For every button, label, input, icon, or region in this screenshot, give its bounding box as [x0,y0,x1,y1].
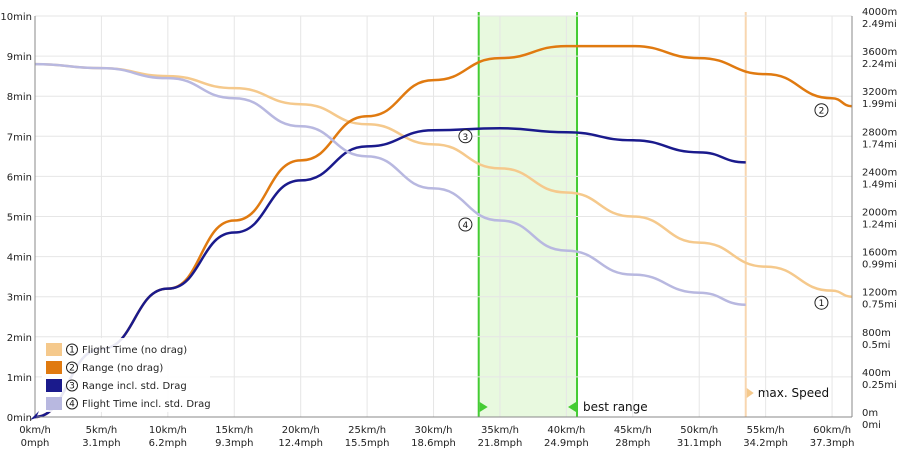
y-tick-right-m: 1600m [862,248,897,259]
y-tick-right-m: 400m [862,368,891,379]
legend-swatch-2 [46,361,62,374]
y-tick-right-m: 4000m [862,7,897,18]
x-tick-mph: 15.5mph [345,438,390,449]
series-marker-number-2: 2 [819,107,825,117]
y-tick-right-m: 800m [862,328,891,339]
legend-swatch-3 [46,379,62,392]
x-tick-mph: 18.6mph [411,438,456,449]
x-tick-kmh: 35km/h [481,425,519,436]
y-tick-right-m: 1200m [862,288,897,299]
x-tick-kmh: 60km/h [813,425,851,436]
x-tick-kmh: 0km/h [19,425,51,436]
legend-marker-2 [66,361,78,374]
y-tick-right-mi: 1.24mi [862,220,897,231]
series-line-3 [34,127,746,419]
series-marker-4 [458,217,473,232]
y-tick-right-mi: 1.49mi [862,179,897,190]
y-tick-right-mi: 0.5mi [862,340,890,351]
x-tick-mph: 6.2mph [149,438,187,449]
x-tick-kmh: 45km/h [614,425,652,436]
x-tick-mph: 21.8mph [478,438,523,449]
x-tick-kmh: 5km/h [86,425,118,436]
x-tick-mph: 24.9mph [544,438,589,449]
legend-marker-number-3: 3 [69,382,75,392]
y-tick-right-m: 3200m [862,87,897,98]
series-marker-3 [458,129,473,144]
y-tick-right-mi: 0mi [862,420,881,431]
series-marker-number-1: 1 [819,299,825,309]
legend-marker-4 [66,397,78,410]
y-tick-left: 9min [7,52,32,63]
y-tick-left: 10min [0,12,32,23]
max-speed-arrow [746,388,754,398]
best-range-label: best range [583,400,648,414]
legend-swatch-4 [46,397,62,410]
legend-label-1: Flight Time (no drag) [82,345,187,356]
series-line-1 [34,62,853,298]
x-tick-mph: 31.1mph [677,438,722,449]
max-speed-label: max. Speed [758,386,829,400]
x-tick-kmh: 30km/h [415,425,453,436]
x-tick-mph: 34.2mph [743,438,788,449]
legend-swatch-1 [46,343,62,356]
y-tick-right-mi: 1.99mi [862,99,897,110]
y-tick-left: 4min [7,253,32,264]
y-tick-right-m: 2000m [862,208,897,219]
legend-label-3: Range incl. std. Drag [82,381,187,392]
y-tick-right-mi: 0.99mi [862,260,897,271]
legend-marker-number-1: 1 [69,346,75,356]
y-tick-left: 7min [7,132,32,143]
y-tick-right-m: 3600m [862,47,897,58]
y-tick-left: 6min [7,172,32,183]
y-tick-left: 2min [7,333,32,344]
x-tick-kmh: 15km/h [215,425,253,436]
x-tick-mph: 12.4mph [278,438,323,449]
series-marker-number-3: 3 [463,133,469,143]
y-tick-left: 8min [7,92,32,103]
legend-marker-1 [66,343,78,356]
series-marker-1 [814,295,829,310]
x-tick-kmh: 20km/h [282,425,320,436]
legend-marker-3 [66,379,78,392]
y-tick-left: 1min [7,373,32,384]
legend-label-2: Range (no drag) [82,363,163,374]
legend-marker-number-4: 4 [69,400,75,410]
x-tick-kmh: 50km/h [680,425,718,436]
x-tick-mph: 9.3mph [215,438,253,449]
x-tick-mph: 37.3mph [810,438,855,449]
legend-label-4: Flight Time incl. std. Drag [82,399,211,410]
y-tick-left: 3min [7,293,32,304]
y-tick-right-mi: 0.25mi [862,380,897,391]
y-tick-right-mi: 1.74mi [862,139,897,150]
series-marker-2 [814,103,829,118]
series-marker-number-4: 4 [463,221,469,231]
y-tick-left: 0min [7,413,32,424]
x-tick-mph: 0mph [21,438,50,449]
y-tick-left: 5min [7,213,32,224]
x-tick-mph: 28mph [615,438,650,449]
best-range-end-arrow [568,402,577,412]
y-tick-right-m: 0m [862,408,878,419]
y-tick-right-mi: 2.24mi [862,59,897,70]
x-tick-kmh: 55km/h [747,425,785,436]
x-tick-kmh: 10km/h [149,425,187,436]
y-tick-right-m: 2800m [862,127,897,138]
x-tick-kmh: 25km/h [348,425,386,436]
x-tick-kmh: 40km/h [547,425,585,436]
y-tick-right-mi: 2.49mi [862,19,897,30]
legend-marker-number-2: 2 [69,364,75,374]
y-tick-right-mi: 0.75mi [862,300,897,311]
origin-arrow [30,411,39,420]
best-range-start-arrow [479,402,488,412]
y-tick-right-m: 2400m [862,167,897,178]
series-line-4 [34,62,746,306]
x-tick-mph: 3.1mph [82,438,120,449]
